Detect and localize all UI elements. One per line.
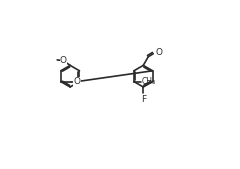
Text: O: O	[60, 56, 67, 65]
Text: O: O	[155, 48, 162, 57]
Text: F: F	[141, 95, 146, 104]
Text: O: O	[74, 77, 81, 86]
Text: CH₃: CH₃	[142, 77, 156, 86]
